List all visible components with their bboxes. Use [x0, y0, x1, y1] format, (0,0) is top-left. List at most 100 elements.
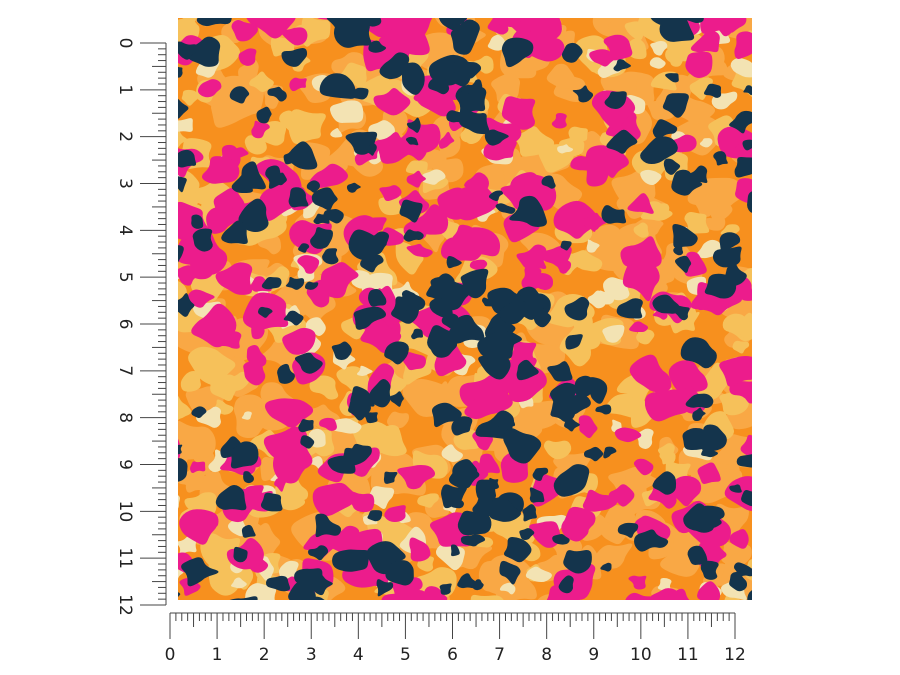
- camo-blob: [478, 453, 501, 475]
- camo-blob: [629, 321, 649, 333]
- camo-blob: [381, 589, 429, 600]
- camo-blob: [319, 73, 357, 99]
- camo-blob: [685, 393, 714, 408]
- camo-blob: [288, 109, 326, 145]
- camo-blob: [483, 140, 517, 161]
- camo-blob: [553, 464, 590, 497]
- camo-blob: [565, 334, 583, 350]
- camo-blob: [541, 175, 556, 189]
- ruler-label: 5: [115, 272, 135, 283]
- camo-blob: [350, 386, 375, 409]
- camo-swatch: [178, 18, 752, 600]
- camo-blob: [675, 255, 692, 273]
- ruler-label: 6: [115, 319, 135, 330]
- camo-blob: [264, 398, 314, 428]
- camo-blob: [326, 525, 360, 556]
- camo-blob: [666, 50, 686, 67]
- camo-blob: [275, 493, 306, 511]
- camo-blob: [191, 214, 204, 229]
- camo-blob: [289, 77, 307, 92]
- camo-blob: [241, 411, 252, 420]
- camo-blob: [323, 209, 344, 224]
- camo-blob: [244, 135, 267, 155]
- camo-blob: [633, 458, 654, 476]
- camo-blob: [737, 312, 752, 340]
- camo-blob: [662, 93, 689, 118]
- camo-blob: [613, 59, 631, 72]
- camo-blob: [684, 212, 710, 234]
- camo-blob: [309, 596, 325, 600]
- ruler-label: 10: [630, 645, 652, 665]
- camo-blob: [178, 592, 181, 598]
- camo-blob: [353, 306, 387, 330]
- camo-blob: [379, 185, 402, 202]
- camo-blob: [304, 281, 319, 290]
- camo-blob: [564, 296, 590, 321]
- camo-blob: [300, 435, 315, 449]
- camo-blob: [729, 529, 749, 549]
- camo-blob: [574, 375, 595, 398]
- camo-blob: [719, 356, 752, 387]
- camo-blob: [589, 49, 616, 67]
- camo-blob: [625, 592, 656, 600]
- camo-blob: [345, 18, 359, 20]
- camo-blob: [687, 545, 708, 565]
- camo-blob: [178, 98, 189, 119]
- camo-blob: [298, 243, 310, 253]
- camo-blob: [401, 62, 425, 95]
- camo-blob: [306, 180, 320, 193]
- camo-blob: [484, 129, 509, 146]
- camo-blob: [747, 590, 752, 600]
- camo-blob: [659, 451, 676, 465]
- camo-blob: [630, 396, 660, 428]
- camo-blob: [529, 487, 545, 503]
- camo-blob: [277, 363, 295, 384]
- camo-blob: [651, 203, 670, 219]
- camo-blob: [561, 519, 589, 542]
- camo-blob: [634, 529, 669, 552]
- camo-blob: [447, 314, 485, 344]
- camo-blob: [672, 305, 690, 321]
- camo-blob: [178, 118, 193, 132]
- camo-blob: [281, 48, 308, 67]
- camo-blob: [331, 341, 352, 360]
- camo-blob: [229, 596, 258, 600]
- camo-blob: [499, 582, 516, 595]
- camo-blob: [245, 583, 277, 600]
- camo-blob: [383, 471, 398, 484]
- camo-blob: [389, 391, 404, 407]
- camo-blob: [439, 583, 452, 595]
- camo-blob: [178, 66, 183, 78]
- camo-blob: [401, 290, 426, 312]
- camo-blob: [257, 306, 273, 318]
- camo-blob: [368, 486, 395, 509]
- camo-blob: [263, 426, 313, 471]
- camo-blob: [568, 126, 588, 144]
- camo-blob: [659, 588, 690, 600]
- camo-blob: [230, 577, 247, 589]
- camo-blob: [735, 178, 752, 203]
- camo-blob: [487, 287, 526, 314]
- camo-blob: [640, 169, 662, 186]
- camo-blob: [283, 310, 304, 326]
- ruler-label: 1: [115, 84, 135, 95]
- camo-blob: [627, 193, 654, 214]
- camo-blob: [229, 86, 250, 104]
- camo-blob: [629, 354, 672, 393]
- camo-blob: [736, 454, 752, 468]
- camo-blob: [673, 245, 684, 256]
- camo-blob: [178, 176, 187, 193]
- camo-blob: [671, 169, 703, 196]
- camo-blob: [385, 560, 414, 586]
- camo-blob: [421, 169, 446, 185]
- camo-blob: [649, 57, 666, 69]
- camo-blob: [181, 557, 219, 587]
- ruler-label: 9: [115, 459, 135, 470]
- camo-blob: [309, 375, 339, 400]
- camo-blob: [327, 455, 356, 474]
- camo-blob: [206, 207, 240, 234]
- camo-blob: [617, 522, 639, 538]
- camo-blob: [243, 360, 266, 386]
- camo-blob: [603, 446, 617, 459]
- camo-blob: [265, 575, 291, 592]
